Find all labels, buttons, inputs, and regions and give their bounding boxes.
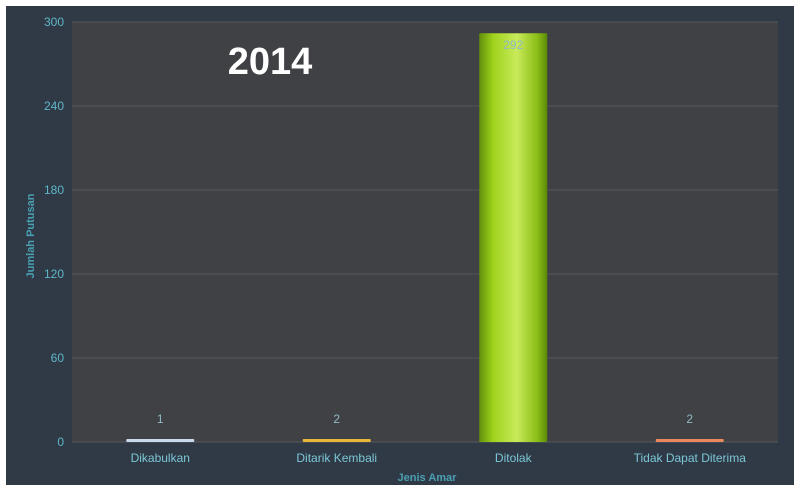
- bar-dikabulkan: [126, 439, 195, 442]
- data-label: 1: [157, 412, 164, 426]
- y-tick-label: 0: [57, 435, 64, 449]
- x-tick-label: Ditarik Kembali: [296, 451, 377, 465]
- chart-container: 0 60 120 180 240 300 1 2 292 2 Dikabulkan Ditarik…: [6, 6, 794, 485]
- bar-chart: 0 60 120 180 240 300 1 2 292 2 Dikabulkan Ditarik…: [25, 15, 778, 484]
- x-axis-ticks: Dikabulkan Ditarik Kembali Ditolak Tidak Da…: [131, 451, 747, 465]
- bar-tidak-dapat-diterima: [655, 439, 724, 442]
- data-label: 2: [686, 412, 693, 426]
- chart-title: 2014: [228, 41, 313, 83]
- x-tick-label: Tidak Dapat Diterima: [634, 451, 747, 465]
- bar-ditolak: [479, 33, 548, 442]
- bar-ditarik-kembali: [302, 439, 371, 442]
- data-labels: 1 2 292 2: [157, 38, 694, 426]
- data-label: 292: [503, 38, 523, 52]
- x-tick-label: Ditolak: [495, 451, 533, 465]
- y-axis-ticks: 0 60 120 180 240 300: [44, 15, 64, 449]
- data-label: 2: [333, 412, 340, 426]
- y-tick-label: 60: [51, 351, 65, 365]
- y-axis-title: Jumlah Putusan: [25, 193, 37, 278]
- x-axis-title: Jenis Amar: [398, 472, 458, 484]
- plot-area: [72, 22, 778, 442]
- bars: [126, 33, 724, 442]
- y-tick-label: 120: [44, 267, 64, 281]
- y-tick-label: 240: [44, 99, 64, 113]
- y-tick-label: 180: [44, 183, 64, 197]
- y-tick-label: 300: [44, 15, 64, 29]
- x-tick-label: Dikabulkan: [131, 451, 190, 465]
